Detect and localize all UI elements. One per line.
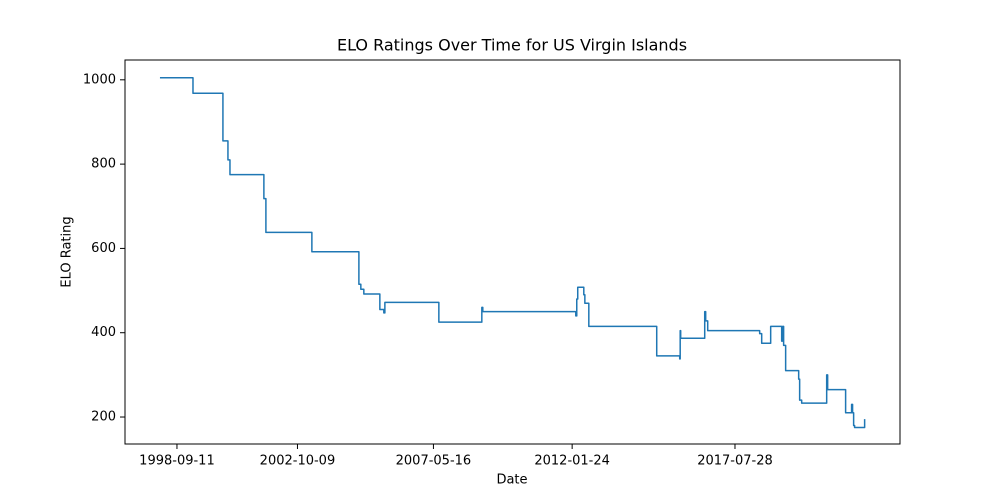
y-axis-label: ELO Rating <box>60 216 75 287</box>
y-tick-label: 800 <box>91 157 116 172</box>
y-tick-label: 400 <box>91 325 116 340</box>
x-axis-label: Date <box>496 473 527 488</box>
line <box>159 76 866 429</box>
plot-frame <box>124 59 901 445</box>
y-tick-label: 1000 <box>83 72 116 87</box>
x-tick-label: 2012-01-24 <box>534 454 610 469</box>
x-tick-label: 2017-07-28 <box>697 454 773 469</box>
y-tick-label: 200 <box>91 410 116 425</box>
chart-title: ELO Ratings Over Time for US Virgin Isla… <box>337 36 687 55</box>
x-tick-label: 1998-09-11 <box>139 454 215 469</box>
y-tick-label: 600 <box>91 241 116 256</box>
x-tick-label: 2002-10-09 <box>260 454 336 469</box>
x-tick-label: 2007-05-16 <box>396 454 472 469</box>
